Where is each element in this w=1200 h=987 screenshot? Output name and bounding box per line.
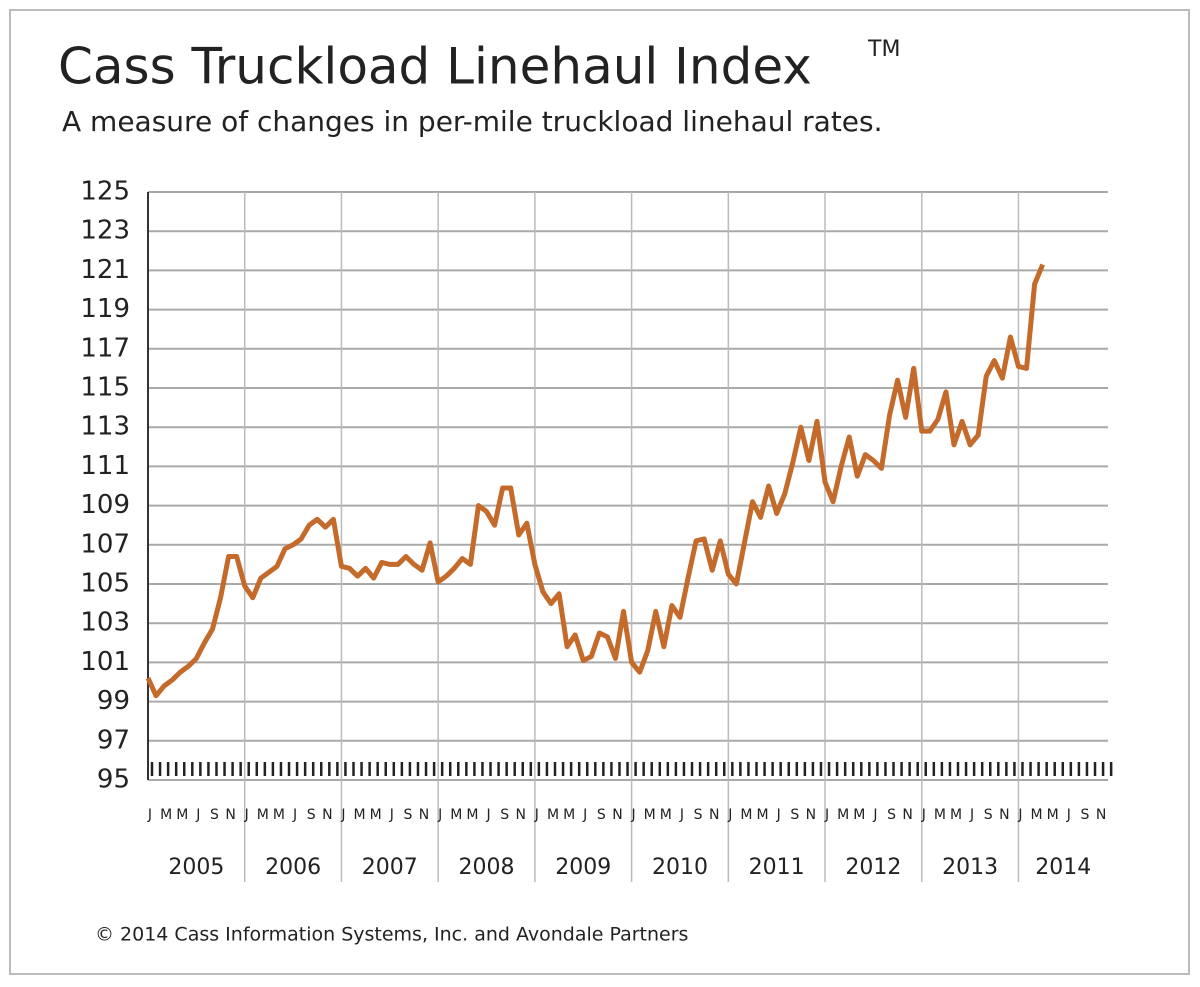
source: © 2014 Cass Information Systems, Inc. an…: [95, 924, 688, 946]
x-tick-label: M: [450, 807, 462, 823]
x-tick-label: J: [244, 807, 249, 823]
x-tick-label: J: [776, 807, 781, 823]
x-tick-label: M: [837, 807, 849, 823]
year-label: 2007: [362, 855, 418, 880]
x-tick-label: J: [679, 807, 684, 823]
year-label: 2006: [265, 855, 321, 880]
x-tick-label: N: [322, 807, 332, 823]
x-tick-label: J: [485, 807, 490, 823]
y-tick-label: 121: [80, 255, 130, 285]
x-tick-label: J: [1066, 807, 1071, 823]
y-tick-label: 107: [80, 529, 130, 559]
x-tick-label: S: [210, 807, 219, 823]
x-tick-label: J: [437, 807, 442, 823]
year-label: 2013: [942, 855, 998, 880]
x-tick-label: N: [516, 807, 526, 823]
series-line: [145, 263, 1045, 699]
y-tick-label: 115: [80, 373, 130, 403]
x-tick-label: J: [147, 807, 152, 823]
year-label: 2012: [845, 855, 901, 880]
x-tick-label: J: [582, 807, 587, 823]
x-tick-label: J: [969, 807, 974, 823]
plot: 95 97 99 101 103 105 107 109 111 113 115 117 119 121 1…: [80, 177, 1113, 882]
year-label: 2009: [555, 855, 611, 880]
x-tick-label: J: [631, 807, 636, 823]
year-label: 2014: [1035, 855, 1091, 880]
y-tick-label: 117: [80, 333, 130, 363]
x-tick-label: M: [257, 807, 269, 823]
x-tick-label: M: [1031, 807, 1043, 823]
y-tick-label: 119: [80, 294, 130, 324]
x-tick-label: S: [307, 807, 316, 823]
y-tick-label: 109: [80, 490, 130, 520]
y-tick-label: 101: [80, 647, 130, 677]
year-label: 2008: [459, 855, 515, 880]
y-tick-label: 99: [97, 686, 130, 716]
x-tick-label: J: [292, 807, 297, 823]
y-tick-label: 95: [97, 765, 130, 795]
x-tick-label: N: [902, 807, 912, 823]
x-tick-label: S: [500, 807, 509, 823]
x-tick-label: J: [1017, 807, 1022, 823]
x-tick-label: M: [757, 807, 769, 823]
x-tick-label: S: [790, 807, 799, 823]
x-tick-label: N: [1096, 807, 1106, 823]
x-tick-label: N: [709, 807, 719, 823]
x-tick-label: J: [389, 807, 394, 823]
year-label: 2010: [652, 855, 708, 880]
x-tick-label: N: [806, 807, 816, 823]
x-tick-label: M: [547, 807, 559, 823]
trademark: TM: [867, 37, 900, 62]
x-tick-label: M: [934, 807, 946, 823]
y-tick-label: 111: [80, 451, 130, 481]
x-tick-label: S: [887, 807, 896, 823]
y-tick-label: 105: [80, 569, 130, 599]
x-tick-label: S: [597, 807, 606, 823]
x-tick-label: N: [999, 807, 1009, 823]
x-tick-label: J: [195, 807, 200, 823]
x-tick-label: M: [853, 807, 865, 823]
x-tick-label: M: [644, 807, 656, 823]
frame: [9, 9, 1190, 975]
x-tick-label: M: [176, 807, 188, 823]
x-tick-label: M: [354, 807, 366, 823]
x-tick-label: M: [740, 807, 752, 823]
x-tick-label: M: [466, 807, 478, 823]
x-tick-label: J: [921, 807, 926, 823]
y-tick-label: 125: [80, 177, 130, 207]
y-tick-label: 103: [80, 608, 130, 638]
x-tick-label: M: [273, 807, 285, 823]
x-tick-label: N: [419, 807, 429, 823]
x-tick-label: J: [534, 807, 539, 823]
x-tick-label: N: [225, 807, 235, 823]
x-tick-label: J: [872, 807, 877, 823]
x-tick-label: N: [612, 807, 622, 823]
x-tick-label: M: [370, 807, 382, 823]
subtitle: A measure of changes in per-mile trucklo…: [62, 105, 883, 138]
year-label: 2011: [749, 855, 805, 880]
x-tick-label: J: [727, 807, 732, 823]
y-tick-label: 97: [97, 725, 130, 755]
x-tick-label: M: [160, 807, 172, 823]
x-tick-label: J: [824, 807, 829, 823]
chart-title: Cass Truckload Linehaul Index: [58, 38, 812, 96]
x-tick-label: S: [984, 807, 993, 823]
x-tick-label: S: [403, 807, 412, 823]
x-tick-label: S: [1081, 807, 1090, 823]
x-tick-label: M: [1047, 807, 1059, 823]
x-tick-label: M: [660, 807, 672, 823]
x-tick-label: S: [694, 807, 703, 823]
year-label: 2005: [168, 855, 224, 880]
y-tick-label: 113: [80, 412, 130, 442]
x-tick-label: M: [563, 807, 575, 823]
x-tick-label: M: [950, 807, 962, 823]
x-tick-label: J: [340, 807, 345, 823]
y-tick-label: 123: [80, 216, 130, 246]
